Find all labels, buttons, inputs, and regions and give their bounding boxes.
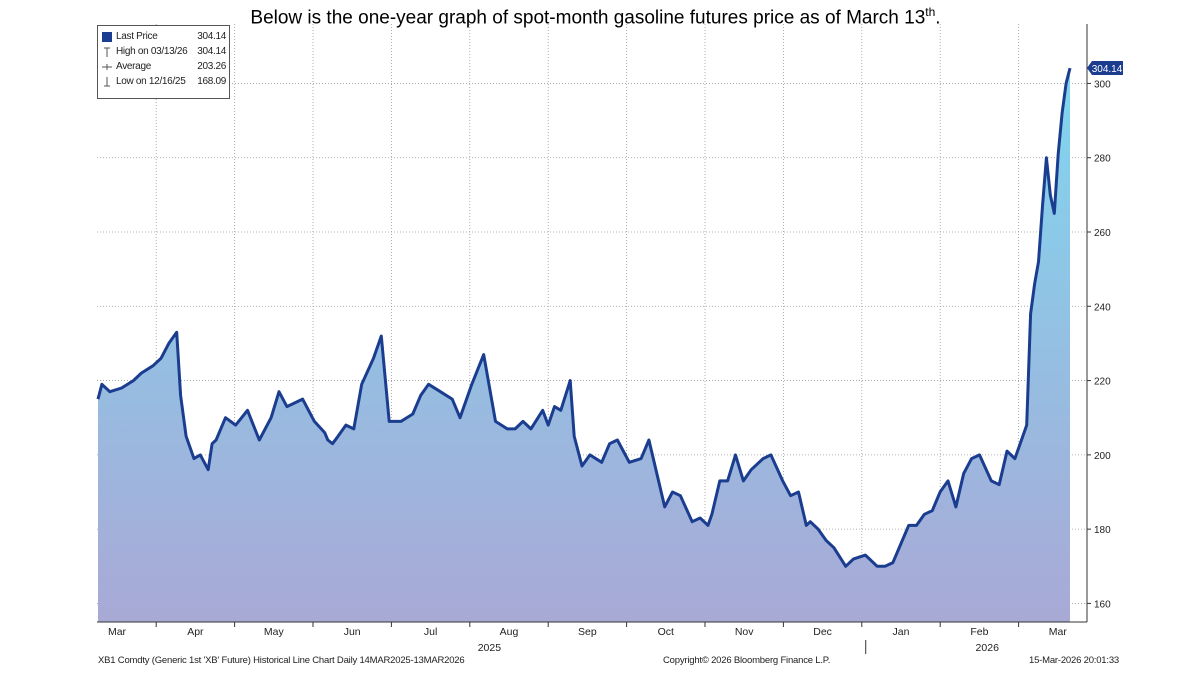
last-price-badge: 304.14 [1087, 61, 1123, 76]
x-month-label: Aug [500, 626, 519, 638]
legend-row-last-price: Last Price 304.14 [102, 30, 226, 44]
axes-layer: 160 180 200 220 240 260 280 300 Mar Apr May Jun Jul A… [97, 24, 1111, 654]
badge-shape [1087, 61, 1123, 76]
x-month-label: Oct [658, 626, 674, 638]
x-year-label: 2025 [478, 642, 502, 654]
price-line [96, 67, 1072, 568]
legend-value: 304.14 [197, 31, 226, 42]
legend-row-high: High on 03/13/26 304.14 [102, 45, 226, 59]
y-tick-label: 200 [1094, 451, 1111, 462]
x-year-label: 2026 [976, 642, 1000, 654]
high-marker-icon [102, 47, 112, 57]
badge-value: 304.14 [1092, 64, 1123, 75]
x-month-label: Mar [108, 626, 127, 638]
y-tick-label: 240 [1094, 302, 1111, 313]
legend-row-low: Low on 12/16/25 168.09 [102, 75, 226, 89]
legend-value: 203.26 [197, 61, 226, 72]
low-marker-icon [102, 77, 112, 87]
y-tick-label: 300 [1094, 79, 1111, 90]
y-tick-label: 220 [1094, 377, 1111, 388]
y-tick-label: 280 [1094, 154, 1111, 165]
footer-source: XB1 Comdty (Generic 1st 'XB' Future) His… [98, 655, 465, 666]
legend-label: Low on 12/16/25 [116, 76, 186, 87]
x-month-label: Apr [187, 626, 204, 638]
x-month-label: Jan [893, 626, 910, 638]
x-month-label: Jul [424, 626, 437, 638]
x-month-label: May [264, 626, 285, 638]
y-tick-label: 180 [1094, 525, 1111, 536]
price-area-fill [98, 68, 1070, 623]
x-month-label: Jun [344, 626, 361, 638]
legend-label: High on 03/13/26 [116, 46, 188, 57]
legend-row-average: Average 203.26 [102, 60, 226, 74]
x-month-label: Nov [735, 626, 754, 638]
legend-box: Last Price 304.14 High on 03/13/26 304.1… [97, 25, 230, 99]
y-tick-label: 160 [1094, 599, 1111, 610]
caption-superscript: th [925, 5, 936, 19]
footer-copyright: Copyright© 2026 Bloomberg Finance L.P. [663, 655, 831, 666]
legend-value: 304.14 [197, 46, 226, 57]
y-tick-label: 260 [1094, 228, 1111, 239]
footer-timestamp: 15-Mar-2026 20:01:33 [1028, 655, 1119, 666]
legend-label: Last Price [116, 31, 158, 42]
caption-text: Below is the one-year graph of spot-mont… [250, 7, 926, 29]
x-month-label: Sep [578, 626, 597, 638]
x-month-label: Dec [813, 626, 832, 638]
x-month-label: Feb [970, 626, 988, 638]
x-month-label: Mar [1049, 626, 1068, 638]
caption-suffix: . [935, 7, 941, 29]
legend-label: Average [116, 61, 151, 72]
chart-caption: Below is the one-year graph of spot-mont… [0, 0, 1191, 29]
filled-square-icon [102, 32, 112, 42]
average-marker-icon [102, 62, 112, 72]
legend-value: 168.09 [197, 76, 226, 87]
